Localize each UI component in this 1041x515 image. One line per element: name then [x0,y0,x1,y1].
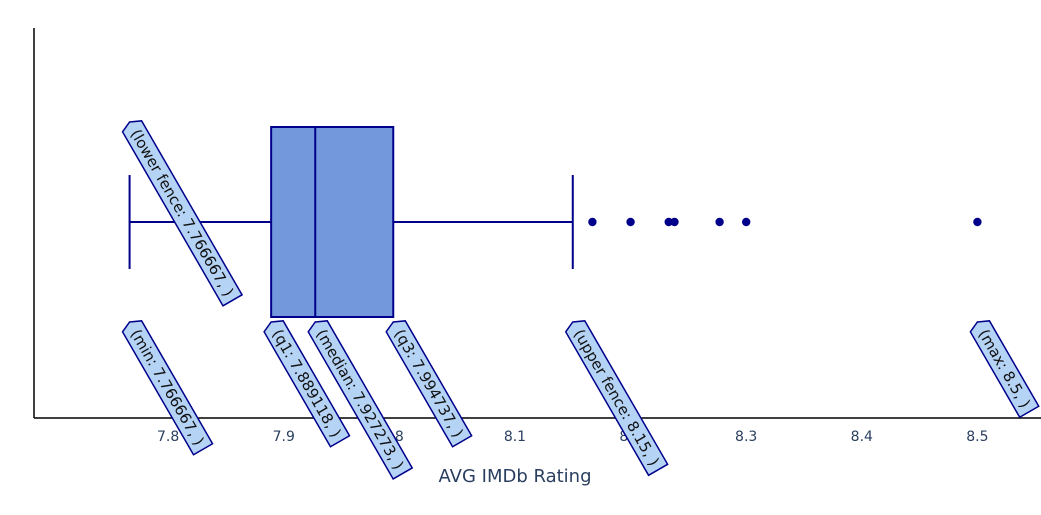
hover-label-text: (upper fence: 8.15, ) [570,326,663,469]
hover-label-box [121,320,214,456]
x-tick-label: 7.9 [273,429,295,445]
hover-label-box [307,320,414,480]
axes [33,28,1041,419]
hover-label-upper-fence: (upper fence: 8.15, ) [564,320,669,477]
outlier-point [588,217,597,227]
hover-label-box [121,120,244,307]
hover-label-box [969,320,1040,419]
x-axis-title: AVG IMDb Rating [438,466,591,487]
outlier-point [626,217,635,227]
hover-label-box [385,320,473,448]
x-tick-label: 8.3 [735,429,757,445]
x-tick-label: 8.5 [966,429,988,445]
hover-label-max: (max: 8.5, ) [969,320,1040,419]
hover-label-box [263,320,351,448]
outlier-point [664,217,673,227]
x-axis-ticks: 7.87.988.18.28.38.48.5 [157,429,989,445]
box-trace[interactable] [128,126,982,318]
hover-labels: (lower fence: 7.766667, )(min: 7.766667,… [121,120,1040,480]
outlier-point [973,217,982,227]
hover-label-text: (max: 8.5, ) [975,326,1034,411]
outlier-point [670,217,679,227]
hover-label-text: (lower fence: 7.766667, ) [127,126,238,299]
x-tick-label: 8.4 [851,429,873,445]
hover-label-text: (q3: 7.994737, ) [390,326,466,440]
x-tick-label: 8.1 [504,429,526,445]
x-tick-label: 7.8 [157,429,179,445]
hover-label-box [564,320,669,477]
iqr-box [270,126,395,318]
x-tick-label: 8 [395,429,404,445]
outlier-point [715,217,724,227]
outlier-point [741,217,751,227]
hover-label-q3: (q3: 7.994737, ) [385,320,473,448]
hover-label-lower-fence: (lower fence: 7.766667, ) [121,120,244,307]
